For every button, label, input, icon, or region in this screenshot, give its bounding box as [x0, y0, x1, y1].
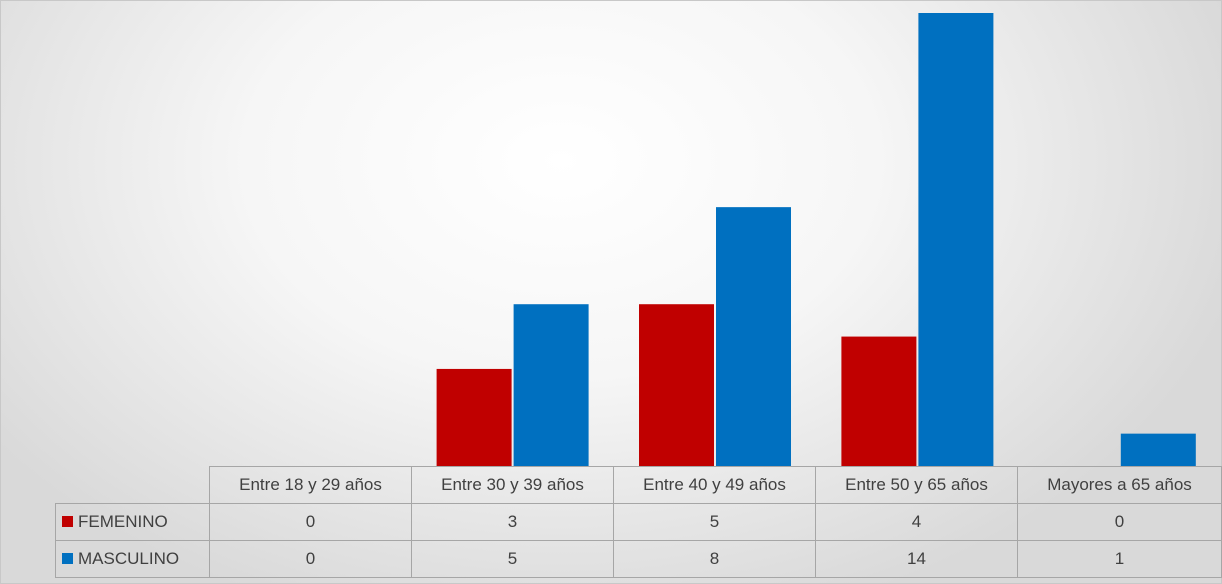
- data-cell: 0: [209, 503, 412, 541]
- legend-swatch-masculino: [62, 553, 73, 565]
- bar-masculino-4: [1120, 433, 1196, 466]
- bar-plot: [436, 13, 1196, 466]
- data-cell: 0: [209, 540, 412, 578]
- category-label: Entre 50 y 65 años: [815, 466, 1018, 504]
- legend-swatch-femenino: [62, 516, 73, 528]
- data-cell: 4: [815, 503, 1018, 541]
- data-cell: 5: [411, 540, 614, 578]
- series-name-label: FEMENINO: [78, 512, 168, 531]
- data-cell: 3: [411, 503, 614, 541]
- category-label: Entre 40 y 49 años: [613, 466, 816, 504]
- bar-masculino-2: [716, 207, 791, 466]
- bar-masculino-3: [918, 13, 994, 466]
- data-table: Entre 18 y 29 años Entre 30 y 39 años En…: [55, 466, 1222, 578]
- category-label: Entre 30 y 39 años: [411, 466, 614, 504]
- series-name-label: MASCULINO: [78, 549, 180, 568]
- bar-masculino-1: [513, 304, 589, 466]
- data-cell: 14: [815, 540, 1018, 578]
- bar-femenino-3: [841, 336, 917, 466]
- data-table-row-masculino: MASCULINO 0 5 8 14 1: [55, 540, 1222, 578]
- data-table-header-row: Entre 18 y 29 años Entre 30 y 39 años En…: [55, 466, 1222, 504]
- data-cell: 8: [613, 540, 816, 578]
- bar-femenino-2: [639, 304, 714, 466]
- bar-femenino-1: [436, 368, 512, 466]
- data-table-row-femenino: FEMENINO 0 3 5 4 0: [55, 503, 1222, 541]
- data-cell: 0: [1017, 503, 1222, 541]
- category-label: Mayores a 65 años: [1017, 466, 1222, 504]
- category-label: Entre 18 y 29 años: [209, 466, 412, 504]
- data-cell: 1: [1017, 540, 1222, 578]
- legend-entry-masculino: MASCULINO: [55, 540, 210, 578]
- data-cell: 5: [613, 503, 816, 541]
- data-table-corner: [55, 466, 210, 504]
- legend-entry-femenino: FEMENINO: [55, 503, 210, 541]
